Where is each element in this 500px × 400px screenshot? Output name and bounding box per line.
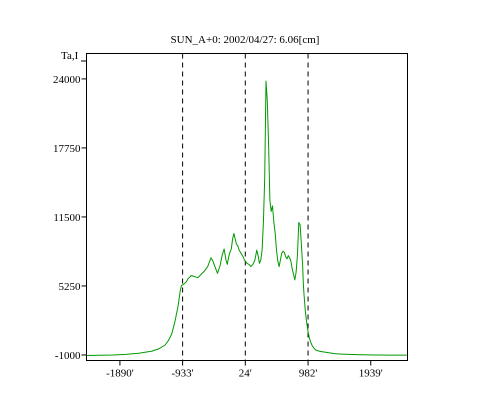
y-tick-label-4: 24000 [53, 74, 81, 86]
plot-area [86, 53, 408, 361]
axis-ticks: -1000 5250 11500 17750 24000 -1890' -933' 24' 98… [53, 74, 383, 380]
y-tick-label-3: 17750 [53, 143, 81, 155]
reference-lines [182, 53, 309, 361]
y-axis-label: Ta,I [61, 50, 79, 62]
x-tick-label-2: 24' [239, 368, 252, 380]
series-layer [87, 80, 407, 356]
y-tick-label-2: 11500 [53, 212, 81, 224]
x-tick-label-0: -1890' [106, 368, 134, 380]
y-tick-label-1: 5250 [59, 281, 82, 293]
x-tick-label-4: 1939' [359, 368, 383, 380]
y-tick-label-0: -1000 [55, 350, 81, 362]
x-tick-label-1: -933' [172, 368, 194, 380]
x-tick-label-3: 982' [299, 368, 318, 380]
chart-title: SUN_A+0: 2002/04/27: 6.06[cm] [171, 34, 320, 46]
series-line [87, 80, 407, 356]
